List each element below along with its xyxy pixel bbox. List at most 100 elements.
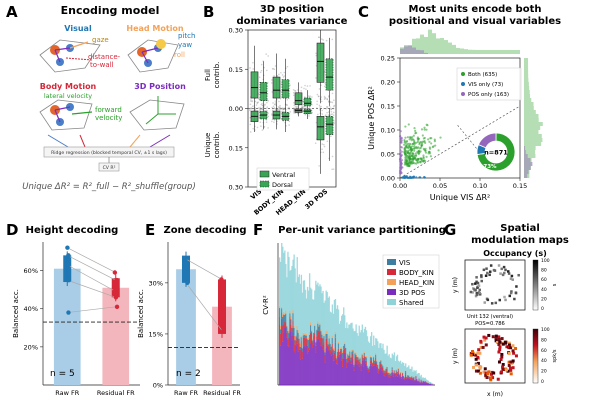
forward-label: forward: [95, 106, 122, 114]
panel-c-right-hist-bar: [524, 90, 530, 94]
unit-rate-cell: [484, 371, 488, 375]
panel-f-unit-bar: [392, 372, 395, 375]
panel-c-right-hist-bar: [524, 154, 536, 158]
panel-c-point-both: [416, 147, 419, 150]
panel-c-ytick-label: 0.10: [381, 127, 395, 135]
panel-f-shared-bar: [335, 308, 338, 357]
panel-f-unit-bar: [326, 345, 328, 385]
panel-f-unit-bar: [366, 367, 369, 370]
panel-b-point: [311, 96, 313, 98]
panel-f-shared-bar: [332, 313, 335, 348]
panel-f-shared-bar: [396, 354, 399, 372]
unit-rate-cell: [501, 342, 505, 346]
panel-f-unit-bar: [283, 324, 285, 334]
panel-f-shared-bar: [367, 341, 370, 367]
panel-f-unit-bar: [327, 344, 329, 347]
panel-f-unit-bar: [396, 373, 399, 377]
panel-f-unit-bar: [293, 335, 295, 352]
panel-f-unit-bar: [337, 341, 340, 344]
occupancy-colorbar-ticks: 100 80 60 40 20 0: [541, 258, 550, 312]
panel-c-point-pos-only: [399, 155, 402, 158]
panel-c-top-hist-bar: [468, 49, 472, 54]
panel-c-top-hist-bar: [516, 50, 520, 54]
panel-f-unit-bar: [390, 371, 392, 373]
unique-contrib-label-2: contrib.: [213, 132, 221, 159]
unit-rate-cell: [499, 370, 503, 374]
panel-f-shared-bar: [372, 345, 374, 362]
panel-f-unit-bar: [384, 369, 386, 371]
visual-label: Visual: [64, 24, 92, 33]
panel-f-unit-bar: [396, 376, 399, 385]
panel-f-unit-bar: [312, 340, 314, 343]
occupancy-cell: [488, 270, 492, 273]
panel-f-unit-bar: [373, 365, 375, 385]
panel-f-shared-bar: [380, 343, 382, 360]
panel-f-shared-bar: [386, 345, 388, 367]
panel-c-top-hist-bar: [492, 49, 496, 54]
panel-f-shared-bar: [383, 349, 385, 370]
panel-f-shared-bar: [343, 307, 345, 345]
panel-f-unit-bar: [318, 326, 320, 332]
panel-f-shared-bar: [357, 335, 359, 357]
panel-c-top-hist-bar: [432, 33, 436, 54]
occupancy-cell: [471, 291, 474, 294]
panel-f-unit-bar: [327, 346, 329, 351]
panel-f-unit-bar: [302, 332, 305, 336]
panel-c-point-vis-only: [415, 176, 418, 179]
panel-f-unit-bar: [385, 368, 387, 372]
panel-f-unit-bar: [306, 345, 309, 354]
panel-b-point: [276, 108, 279, 111]
panel-f-unit-bar: [315, 342, 317, 346]
panel-f-shared-bar: [324, 300, 326, 350]
delta-r2-formula: Unique ΔR² = R²_full − R²_shuffle(group): [22, 182, 196, 192]
panel-b-point: [283, 110, 285, 113]
panel-b-point: [281, 108, 284, 110]
panel-f-unit-bar: [403, 375, 405, 376]
panel-c-point-both: [404, 146, 407, 149]
occupancy-cell: [474, 282, 477, 285]
panel-f-unit-bar: [298, 338, 300, 344]
panel-b-point: [293, 112, 295, 114]
pos-axis-y: [145, 113, 159, 125]
panel-f-unit-bar: [343, 344, 345, 346]
panel-c-point-both: [418, 141, 421, 145]
panel-c-point-pos-only: [399, 130, 402, 133]
panel-f-unit-bar: [284, 313, 286, 315]
panel-f-shared-bar: [403, 362, 405, 376]
panel-b-point: [273, 119, 276, 121]
occupancy-cell: [502, 271, 506, 275]
bar-point: [183, 256, 188, 262]
panel-f-unit-bar: [304, 333, 307, 336]
panel-f-unit-bar: [303, 337, 306, 347]
panel-c-ytick-label: 0.15: [381, 103, 395, 111]
panel-f-shared-bar: [405, 363, 407, 371]
panel-c-ylabel: Unique POS ΔR²: [367, 86, 376, 150]
panel-f-unit-bar: [288, 330, 290, 334]
panel-c-point-both: [420, 146, 423, 149]
occupancy-cell: [494, 301, 498, 305]
unit-rate-cell: [494, 334, 498, 338]
occupancy-cell: [488, 273, 491, 277]
panel-b-point: [261, 107, 264, 109]
panel-b-point: [271, 106, 273, 109]
panel-b-point: [326, 98, 329, 101]
panel-f-unit-bar: [410, 379, 412, 385]
panel-b-point: [249, 109, 251, 112]
panel-f-unit-bar: [296, 325, 298, 331]
panel-f-unit-bar: [330, 345, 333, 347]
panel-f-shared-bar: [284, 250, 286, 314]
panel-f-unit-bar: [331, 343, 334, 353]
panel-f-shared-bar: [306, 286, 309, 338]
panel-f-unit-bar: [349, 351, 351, 355]
panel-f-unit-bar: [387, 372, 389, 373]
panel-f-shared-bar: [408, 365, 410, 375]
panel-f-unit-bar: [289, 310, 291, 314]
panel-f-unit-bar: [322, 338, 324, 345]
panel-f-unit-bar: [391, 369, 393, 372]
panel-f-shared-bar: [389, 357, 391, 373]
bar-category-label: Raw FR: [55, 389, 79, 397]
panel-b-point: [281, 74, 284, 76]
panel-f-shared-bar: [347, 328, 349, 353]
panel-b-box: [303, 97, 312, 107]
panel-f-unit-bar: [397, 367, 400, 369]
